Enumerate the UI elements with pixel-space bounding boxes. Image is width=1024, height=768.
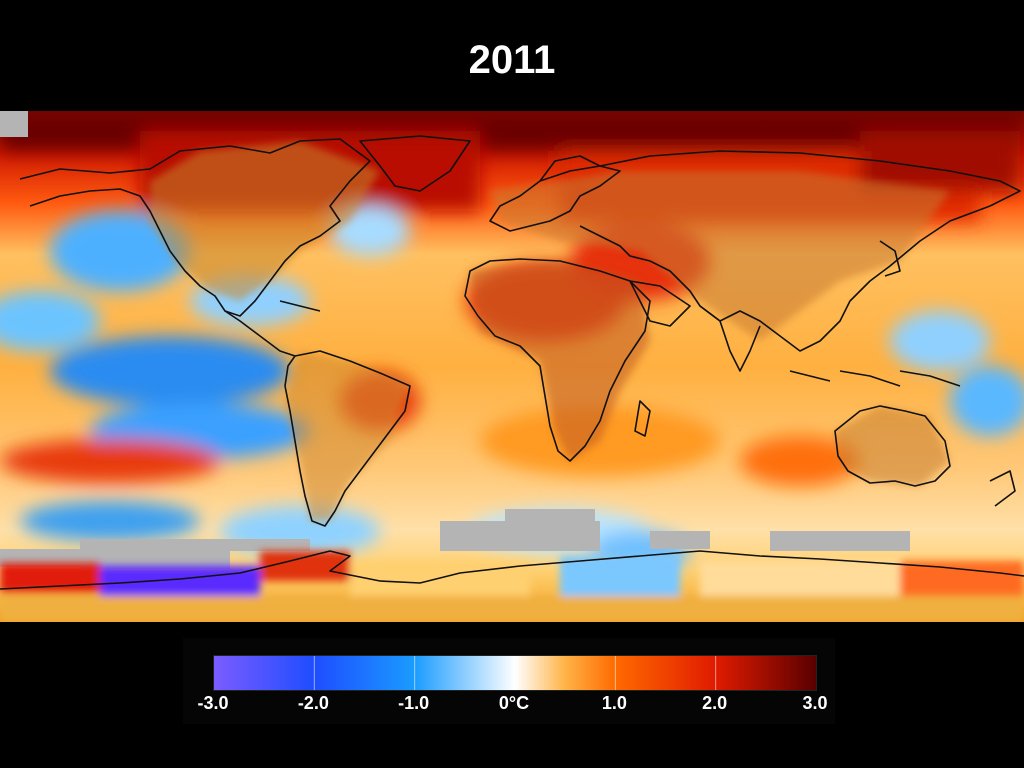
legend-tick-label: 0°C [498,693,530,713]
legend-tick-label: -2.0 [297,693,329,713]
legend-tick-label: 1.0 [601,693,627,713]
legend-tick-label: -3.0 [197,693,229,713]
color-scale-svg [214,656,816,690]
legend-tick-label: -1.0 [398,693,430,713]
legend-tick-label: 3.0 [802,693,828,713]
legend-tick-label: 2.0 [702,693,728,713]
anomaly-map-svg [0,111,1024,622]
anomaly-map [0,111,1024,622]
year-title: 2011 [468,38,556,82]
color-scale-bar [213,655,817,691]
